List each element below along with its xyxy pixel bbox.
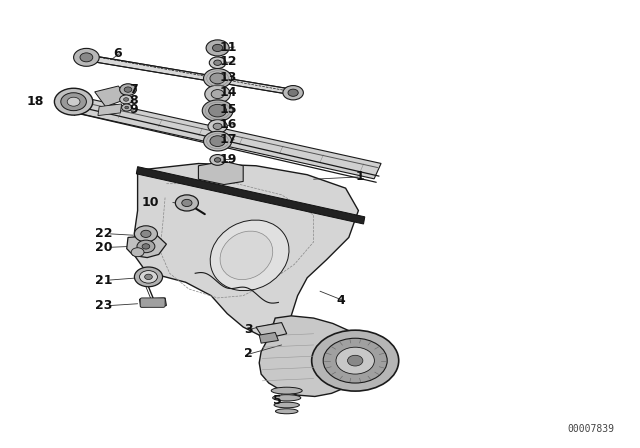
Circle shape	[204, 69, 232, 88]
Text: 7: 7	[129, 83, 138, 96]
Polygon shape	[127, 235, 166, 258]
Ellipse shape	[271, 387, 302, 394]
Text: 5: 5	[273, 394, 282, 408]
Circle shape	[336, 347, 374, 374]
Circle shape	[61, 93, 86, 111]
Text: 11: 11	[220, 40, 237, 54]
Circle shape	[212, 44, 223, 52]
Circle shape	[204, 131, 232, 151]
Text: 10: 10	[141, 196, 159, 209]
Circle shape	[210, 136, 225, 146]
Text: 4: 4	[337, 293, 346, 307]
Circle shape	[140, 271, 157, 283]
Text: 3: 3	[244, 323, 253, 336]
Circle shape	[182, 199, 192, 207]
Text: 12: 12	[220, 55, 237, 69]
Text: 22: 22	[95, 227, 112, 241]
Text: 00007839: 00007839	[568, 424, 614, 434]
Circle shape	[213, 123, 222, 129]
Circle shape	[134, 226, 157, 242]
Circle shape	[122, 104, 132, 111]
Circle shape	[175, 195, 198, 211]
Text: 13: 13	[220, 70, 237, 84]
Circle shape	[134, 267, 163, 287]
Text: 18: 18	[26, 95, 44, 108]
Polygon shape	[61, 94, 381, 179]
Circle shape	[209, 104, 227, 117]
Circle shape	[208, 120, 227, 133]
Text: 2: 2	[244, 347, 253, 361]
Polygon shape	[95, 86, 128, 107]
Circle shape	[124, 98, 129, 101]
Text: 6: 6	[113, 47, 122, 60]
Circle shape	[209, 57, 226, 69]
Circle shape	[206, 40, 229, 56]
Circle shape	[137, 240, 155, 253]
Text: 15: 15	[220, 103, 237, 116]
Circle shape	[283, 86, 303, 100]
Circle shape	[131, 248, 144, 257]
Text: 16: 16	[220, 118, 237, 131]
Text: 9: 9	[129, 103, 138, 116]
Circle shape	[141, 230, 151, 237]
Polygon shape	[140, 298, 166, 307]
Circle shape	[120, 84, 136, 95]
Text: 19: 19	[220, 152, 237, 166]
Text: 14: 14	[220, 86, 237, 99]
Polygon shape	[256, 323, 287, 339]
Circle shape	[312, 330, 399, 391]
Ellipse shape	[220, 231, 273, 280]
Circle shape	[211, 90, 224, 99]
Circle shape	[348, 355, 363, 366]
Polygon shape	[134, 164, 358, 337]
Text: 21: 21	[95, 273, 112, 287]
Polygon shape	[198, 161, 243, 185]
Circle shape	[74, 48, 99, 66]
Circle shape	[54, 88, 93, 115]
Text: 1: 1	[356, 170, 365, 184]
Polygon shape	[86, 55, 296, 95]
Circle shape	[124, 87, 132, 92]
FancyBboxPatch shape	[140, 298, 165, 307]
Text: 23: 23	[95, 299, 112, 312]
Circle shape	[145, 274, 152, 280]
Ellipse shape	[210, 220, 289, 291]
Circle shape	[288, 89, 298, 96]
Ellipse shape	[274, 402, 300, 408]
Polygon shape	[98, 104, 122, 116]
Circle shape	[214, 60, 221, 65]
Polygon shape	[259, 332, 278, 343]
Ellipse shape	[273, 395, 301, 401]
Circle shape	[67, 97, 80, 106]
Ellipse shape	[275, 409, 298, 414]
Circle shape	[214, 158, 221, 162]
Circle shape	[323, 338, 387, 383]
Circle shape	[120, 95, 132, 104]
Circle shape	[210, 155, 225, 165]
Text: 20: 20	[95, 241, 112, 254]
Polygon shape	[259, 316, 365, 396]
Circle shape	[205, 85, 230, 103]
Circle shape	[202, 100, 233, 121]
Text: 8: 8	[129, 94, 138, 108]
Circle shape	[210, 73, 225, 84]
Circle shape	[142, 244, 150, 249]
Polygon shape	[136, 167, 365, 224]
Circle shape	[80, 53, 93, 62]
Text: 17: 17	[220, 133, 237, 146]
Circle shape	[125, 106, 129, 109]
